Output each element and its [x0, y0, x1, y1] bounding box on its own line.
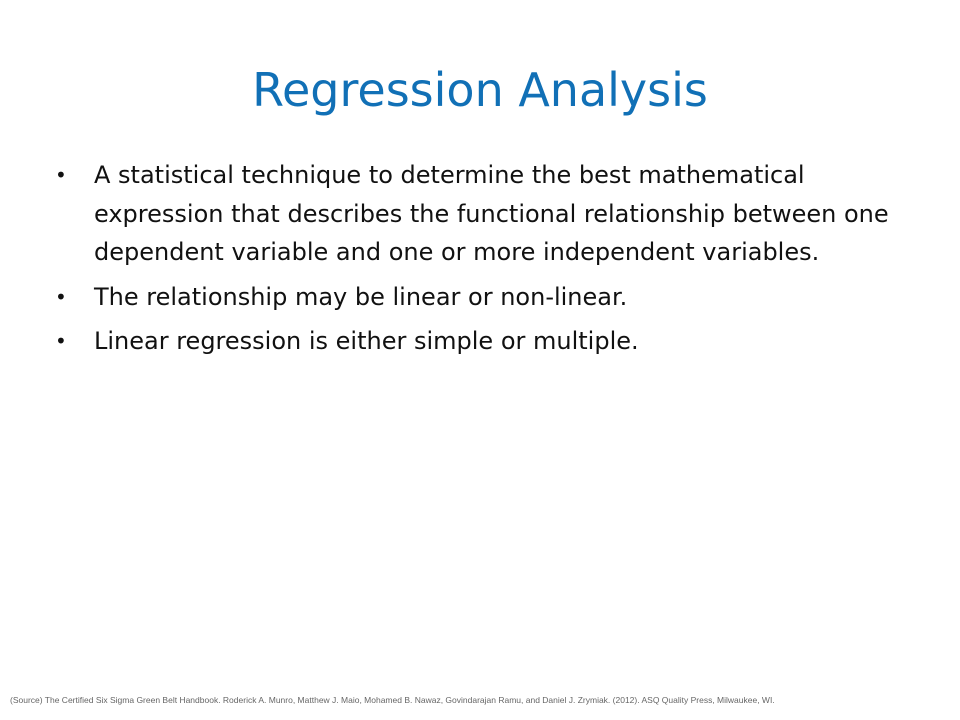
bullet-text: A statistical technique to determine the…: [94, 161, 889, 266]
bullet-item: • A statistical technique to determine t…: [55, 156, 915, 272]
bullet-icon: •: [55, 163, 67, 187]
bullet-icon: •: [55, 329, 67, 353]
bullet-text: The relationship may be linear or non-li…: [94, 282, 628, 311]
bullet-item: • The relationship may be linear or non-…: [55, 278, 915, 317]
slide-title: Regression Analysis: [252, 63, 708, 117]
source-citation: (Source) The Certified Six Sigma Green B…: [10, 695, 775, 705]
bullet-list: • A statistical technique to determine t…: [55, 156, 915, 367]
bullet-icon: •: [55, 284, 67, 309]
bullet-item: • Linear regression is either simple or …: [55, 322, 915, 361]
bullet-text: Linear regression is either simple or mu…: [94, 327, 639, 355]
